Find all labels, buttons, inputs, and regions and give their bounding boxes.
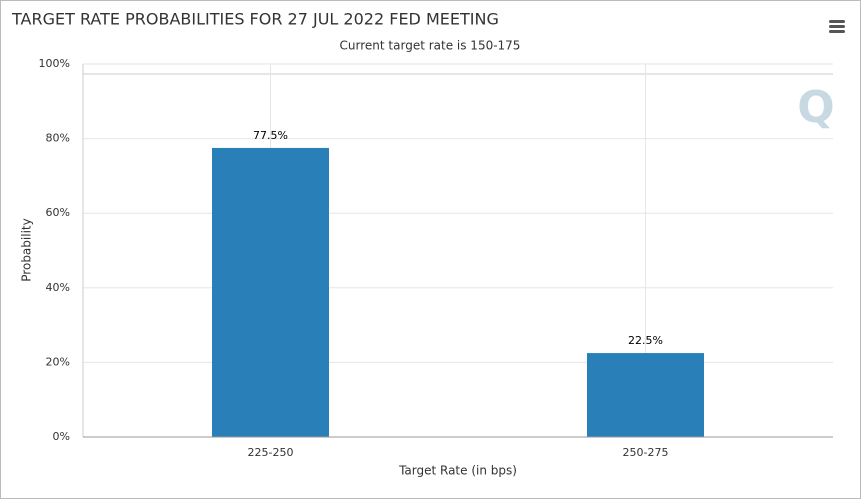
- y-tick-label: 20%: [46, 355, 70, 368]
- y-axis-label: Probability: [20, 218, 34, 281]
- menu-bar: [829, 30, 845, 33]
- x-tick-label: 250-275: [623, 446, 669, 459]
- bar: [212, 147, 329, 438]
- menu-bar: [829, 25, 845, 28]
- y-tick-label: 60%: [46, 206, 70, 219]
- menu-button[interactable]: [829, 20, 845, 33]
- watermark: Q: [797, 82, 834, 133]
- x-tick-label: 225-250: [248, 446, 294, 459]
- bar: [587, 353, 704, 437]
- chart-title: TARGET RATE PROBABILITIES FOR 27 JUL 202…: [11, 10, 499, 29]
- y-tick-label: 80%: [46, 132, 70, 145]
- y-tick-label: 100%: [39, 57, 70, 70]
- chart-subtitle: Current target rate is 150-175: [340, 39, 521, 53]
- data-label: 22.5%: [628, 334, 663, 347]
- y-tick-label: 40%: [46, 281, 70, 294]
- y-tick-label: 0%: [53, 430, 70, 443]
- data-label: 77.5%: [253, 129, 288, 142]
- x-axis-label: Target Rate (in bps): [398, 464, 517, 478]
- menu-bar: [829, 20, 845, 23]
